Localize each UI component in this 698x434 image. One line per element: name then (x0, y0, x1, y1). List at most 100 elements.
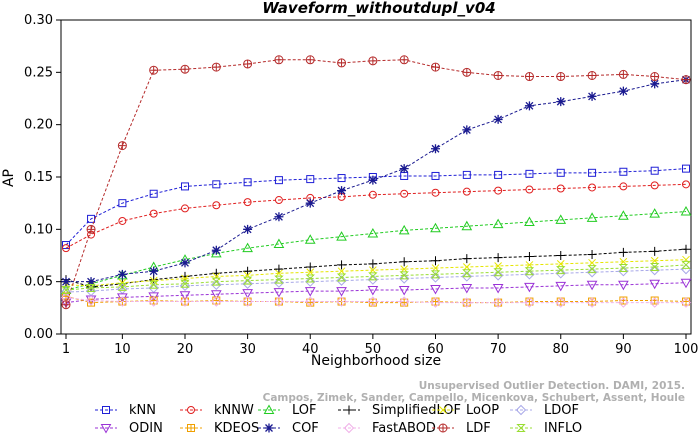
data-point (681, 75, 691, 85)
data-point (211, 62, 221, 72)
data-point (461, 283, 473, 294)
data-point (149, 65, 159, 75)
legend-label: kNN (129, 403, 156, 418)
data-point (586, 280, 598, 291)
data-point (524, 72, 534, 82)
data-point (399, 257, 409, 267)
data-point (242, 289, 253, 299)
data-point (650, 246, 660, 256)
data-point (462, 254, 472, 264)
x-tick-label: 60 (427, 342, 444, 357)
series-line (65, 248, 687, 288)
x-axis: 1 10 20 30 40 50 60 70 80 90 100 (62, 334, 698, 357)
y-tick-label: 0.15 (24, 170, 53, 185)
data-point (336, 275, 347, 286)
data-point (274, 275, 284, 284)
data-point (179, 291, 191, 301)
data-point (618, 247, 628, 257)
data-point (399, 164, 409, 174)
legend-item-inflo: INFLO (510, 421, 582, 434)
data-point (211, 296, 222, 307)
legend-label: LOF (292, 403, 317, 418)
data-point (86, 277, 96, 287)
data-point (180, 64, 190, 74)
data-point (305, 262, 315, 272)
data-point (524, 216, 535, 227)
data-point (117, 282, 128, 291)
y-tick-label: 0.05 (24, 275, 53, 290)
x-tick-label: 20 (177, 342, 194, 357)
data-point (619, 167, 628, 176)
series-knnw (62, 180, 690, 253)
data-point (462, 125, 472, 135)
data-point (187, 424, 195, 432)
data-point (118, 199, 127, 208)
data-point (274, 176, 283, 185)
series-ldf (61, 55, 691, 310)
data-point (618, 280, 629, 291)
data-point (344, 405, 354, 415)
data-point (588, 168, 597, 177)
x-tick-label: 100 (674, 342, 698, 357)
data-point (586, 212, 598, 222)
data-point (516, 424, 526, 432)
data-point (649, 263, 660, 272)
data-point (243, 59, 253, 69)
data-point (398, 296, 410, 307)
data-point (492, 297, 504, 308)
data-point (680, 206, 692, 216)
x-tick-label: 70 (490, 342, 507, 357)
data-point (242, 278, 253, 289)
data-point (399, 55, 409, 65)
y-tick-label: 0.30 (24, 13, 53, 28)
data-point (515, 404, 527, 416)
data-point (680, 297, 692, 308)
data-point (462, 269, 472, 278)
data-point (368, 190, 377, 199)
data-point (211, 245, 221, 255)
legend-label: LDF (466, 421, 491, 434)
data-point (336, 296, 347, 307)
data-point (367, 286, 379, 296)
data-point (180, 258, 190, 268)
data-point (367, 296, 379, 307)
data-point (85, 295, 97, 306)
data-point (587, 265, 597, 274)
data-point (556, 266, 566, 275)
data-point (619, 182, 628, 191)
data-point (649, 208, 661, 218)
legend-label: SimplifiedLOF (372, 403, 461, 418)
data-point (524, 267, 535, 276)
data-point (343, 422, 355, 434)
data-point (493, 268, 503, 277)
data-point (242, 296, 253, 307)
data-point (586, 267, 598, 278)
data-point (117, 141, 127, 151)
data-point (273, 296, 285, 307)
data-point (649, 297, 660, 308)
y-tick-label: 0.20 (24, 118, 53, 133)
x-tick-label: 10 (114, 342, 131, 357)
data-point (587, 70, 597, 80)
legend-item-kdeos: KDEOS (180, 421, 259, 434)
legend: kNN kNNW LOF SimplifiedLOF LoOP LDOF ODIN KDEOS… (95, 403, 582, 434)
watermark-line-2: Campos, Zimek, Sander, Campello, Micenko… (263, 392, 685, 404)
legend-item-lof: LOF (258, 403, 317, 418)
data-point (430, 222, 441, 233)
series-cof (61, 75, 691, 287)
data-point (618, 69, 628, 79)
data-point (524, 101, 534, 111)
data-point (524, 297, 535, 308)
data-point (650, 72, 660, 82)
data-point (494, 186, 503, 195)
series-line (65, 282, 687, 304)
data-point (336, 287, 347, 297)
legend-label: FastABOD (372, 421, 436, 434)
data-point (337, 58, 347, 68)
data-point (148, 280, 159, 289)
data-point (243, 224, 253, 234)
legend-item-fastabod: FastABOD (338, 421, 436, 434)
y-tick-label: 0.25 (24, 65, 53, 80)
data-point (367, 274, 379, 285)
data-point (430, 144, 440, 154)
